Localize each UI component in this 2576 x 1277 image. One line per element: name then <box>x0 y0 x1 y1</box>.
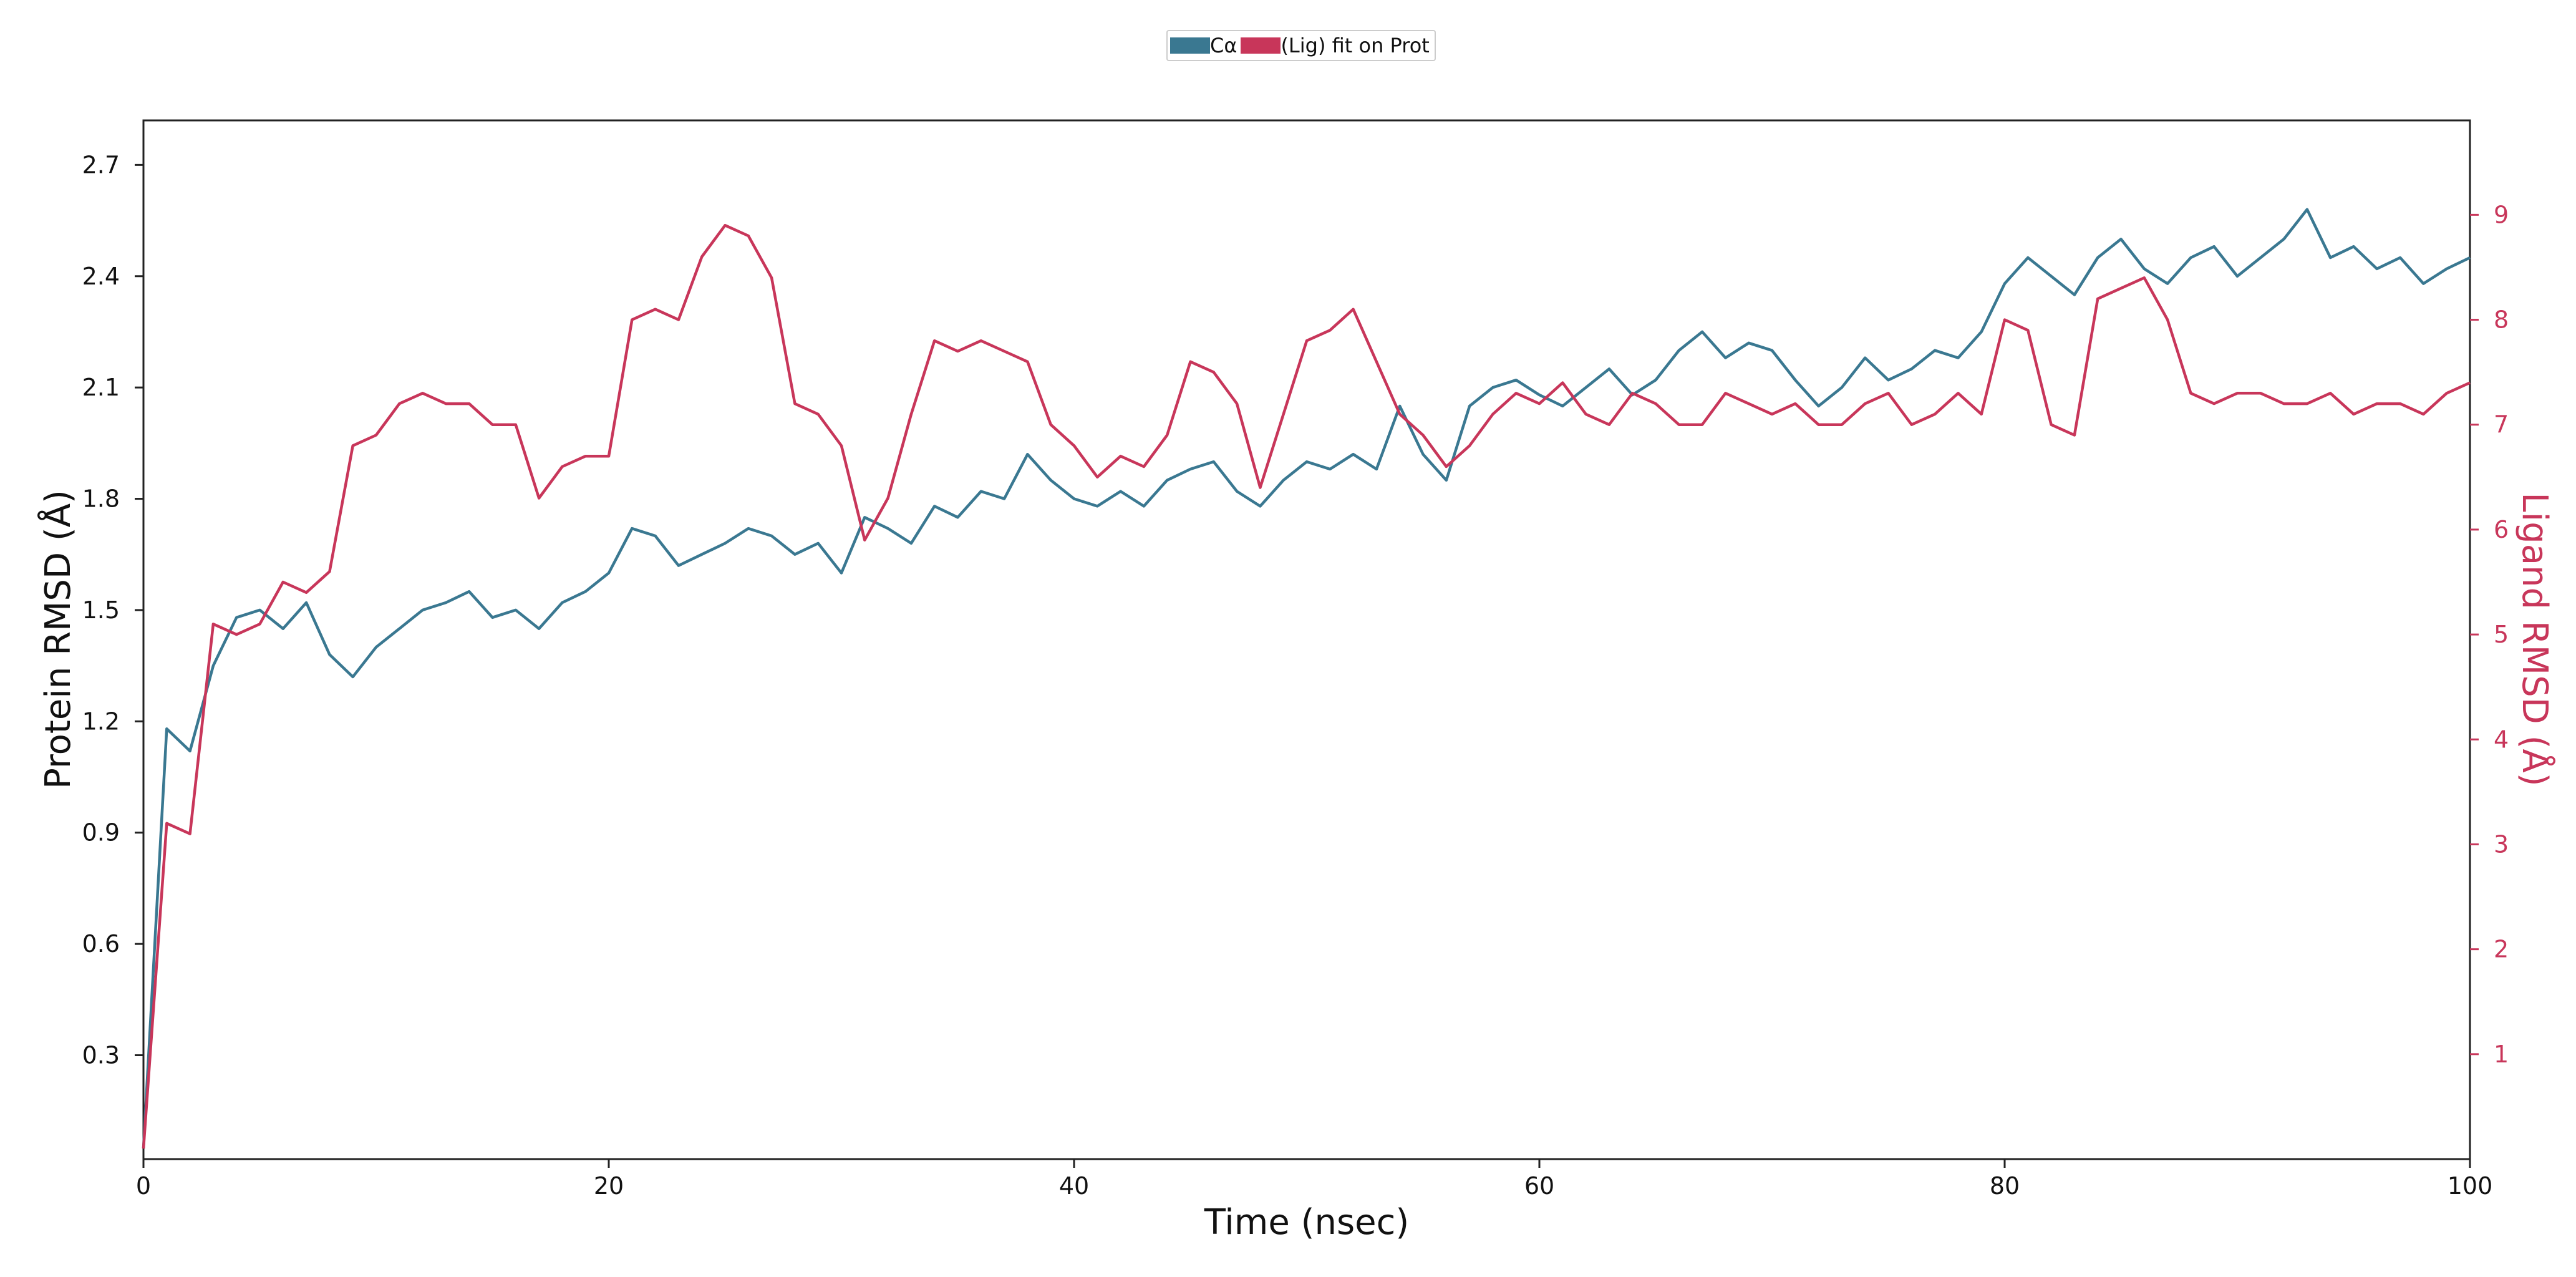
right-y-tick-label: 7 <box>2494 411 2509 439</box>
right-y-tick-label: 1 <box>2494 1041 2509 1068</box>
x-tick-label: 40 <box>1059 1172 1089 1200</box>
right-y-axis-label: Ligand RMSD (Å) <box>2514 492 2555 786</box>
x-tick-label: 0 <box>136 1172 151 1200</box>
right-y-tick-label: 3 <box>2494 830 2509 858</box>
right-y-tick-label: 8 <box>2494 306 2509 334</box>
legend-label-ligand: (Lig) fit on Prot <box>1281 34 1430 57</box>
protein-rmsd-line <box>142 208 2471 1148</box>
left-y-tick-label: 1.8 <box>82 485 120 513</box>
right-y-tick-label: 4 <box>2494 726 2509 753</box>
x-tick-label: 100 <box>2448 1172 2493 1200</box>
left-y-tick-label: 0.6 <box>82 930 120 958</box>
x-tick-label: 20 <box>594 1172 624 1200</box>
left-y-tick-label: 0.3 <box>82 1042 120 1069</box>
legend-swatch-ligand <box>1241 37 1281 54</box>
series-layer <box>142 208 2471 1149</box>
ligand-rmsd-line <box>142 223 2471 1149</box>
left-y-tick-label: 2.7 <box>82 151 120 178</box>
right-y-axis-ticks: 1 2 3 4 5 6 7 8 9 <box>2470 201 2509 1068</box>
left-y-tick-label: 0.9 <box>82 819 120 847</box>
x-axis-label: Time (nsec) <box>1204 1202 1409 1243</box>
left-y-tick-label: 1.2 <box>82 707 120 735</box>
left-y-axis-label: Protein RMSD (Å) <box>37 490 79 789</box>
x-tick-label: 60 <box>1524 1172 1554 1200</box>
left-y-tick-label: 1.5 <box>82 596 120 624</box>
legend: Cα (Lig) fit on Prot <box>1166 30 1436 61</box>
right-y-tick-label: 2 <box>2494 936 2509 963</box>
left-y-axis-ticks: 0.3 0.6 0.9 1.2 1.5 1.8 2.1 2.4 2.7 <box>82 151 143 1069</box>
right-y-tick-label: 6 <box>2494 516 2509 543</box>
left-y-tick-label: 2.1 <box>82 374 120 401</box>
x-axis-ticks: 0 20 40 60 80 100 <box>136 1159 2492 1200</box>
legend-swatch-protein <box>1170 37 1210 54</box>
legend-label-protein: Cα <box>1210 34 1237 57</box>
plot-frame <box>142 119 2471 1160</box>
right-y-tick-label: 9 <box>2494 201 2509 228</box>
left-y-tick-label: 2.4 <box>82 263 120 290</box>
right-y-tick-label: 5 <box>2494 621 2509 648</box>
x-tick-label: 80 <box>1990 1172 2020 1200</box>
